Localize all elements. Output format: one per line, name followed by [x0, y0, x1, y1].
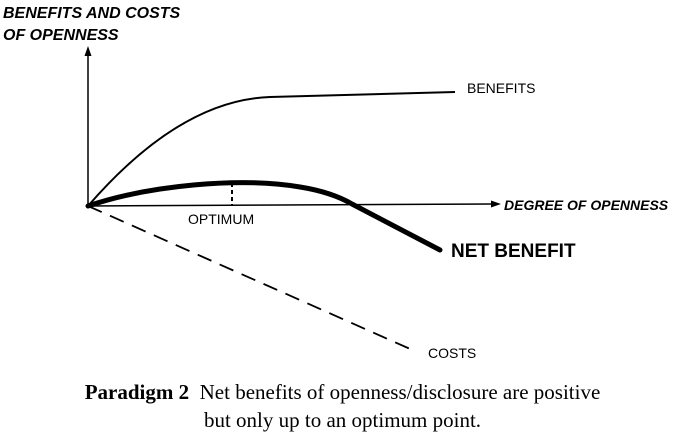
optimum-label: OPTIMUM	[188, 211, 254, 227]
net-benefit-label: NET BENEFIT	[451, 241, 576, 262]
caption-text-1: Net benefits of openness/disclosure are …	[199, 380, 601, 404]
benefits-label: BENEFITS	[467, 80, 535, 96]
caption-line-1: Paradigm 2 Net benefits of openness/disc…	[0, 378, 685, 406]
figure-caption: Paradigm 2 Net benefits of openness/disc…	[0, 378, 685, 434]
y-axis-arrowhead	[84, 46, 92, 56]
costs-label: COSTS	[428, 345, 476, 361]
caption-line-2: but only up to an optimum point.	[203, 408, 482, 432]
benefits-curve	[87, 91, 456, 207]
caption-prefix: Paradigm 2	[84, 380, 190, 404]
x-axis-label: DEGREE OF OPENNESS	[504, 197, 669, 213]
y-axis-label-line1: BENEFITS AND COSTS	[3, 5, 181, 22]
costs-line	[87, 205, 418, 353]
x-axis	[87, 203, 495, 207]
net-benefit-curve	[85, 180, 443, 253]
y-axis-label-line2: OF OPENNESS	[3, 27, 119, 44]
x-axis-arrowhead	[491, 200, 501, 208]
